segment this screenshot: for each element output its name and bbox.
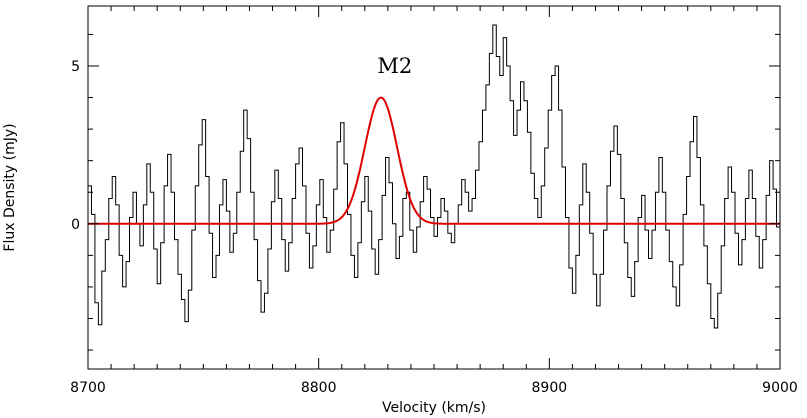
gaussian-fit-line (88, 96, 780, 225)
x-tick-label: 8700 (70, 380, 106, 396)
y-axis-title: Flux Density (mJy) (2, 123, 18, 251)
x-tick-label: 9000 (762, 380, 798, 396)
ticks (87, 6, 781, 369)
y-tick-label: 5 (71, 59, 80, 75)
x-axis-title: Velocity (km/s) (382, 400, 486, 416)
x-tick-label: 8800 (301, 380, 337, 396)
x-tick-label: 8900 (532, 380, 568, 396)
plot-frame (87, 5, 781, 370)
spectrum-line (88, 24, 780, 329)
tick-labels: 8700 8800 8900 9000 0 5 (70, 59, 798, 396)
y-tick-label: 0 (71, 217, 80, 233)
axes (87, 5, 781, 370)
plot-area (88, 24, 780, 329)
annotation-m2: M2 (377, 54, 412, 78)
